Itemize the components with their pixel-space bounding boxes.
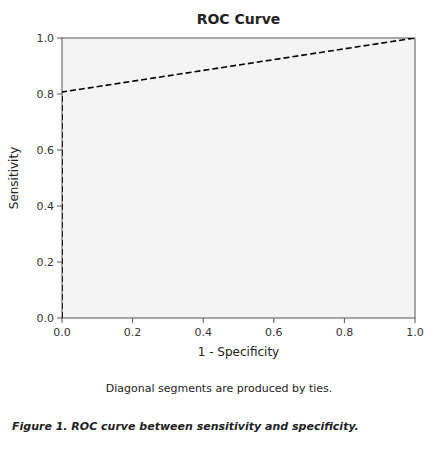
plot-area — [62, 38, 415, 318]
y-tick — [57, 94, 62, 95]
y-tick-label: 0.2 — [37, 256, 55, 269]
y-tick-label: 0.8 — [37, 88, 55, 101]
y-tick — [57, 206, 62, 207]
plot-frame — [62, 38, 415, 318]
y-tick-label: 0.6 — [37, 144, 55, 157]
x-tick — [203, 318, 204, 323]
x-tick — [62, 318, 63, 323]
y-tick-label: 0.0 — [37, 312, 55, 325]
x-tick — [273, 318, 274, 323]
caption: Figure 1. ROC curve between sensitivity … — [12, 420, 359, 433]
title: ROC Curve — [197, 11, 281, 27]
y-tick — [57, 38, 62, 39]
y-tick-label: 0.4 — [37, 200, 55, 213]
x-tick-label: 0.8 — [336, 326, 354, 339]
y-tick — [57, 262, 62, 263]
x-axis-label: 1 - Specificity — [198, 345, 279, 359]
x-tick-label: 0.6 — [265, 326, 283, 339]
y-axis-label: Sensitivity — [7, 147, 21, 209]
x-tick — [132, 318, 133, 323]
chart: 0.0 0.2 0.4 0.6 0.8 1.0 0.0 0.2 0.4 0.6 0.8 1.0 ROC … — [0, 0, 438, 449]
y-tick — [57, 150, 62, 151]
x-tick-label: 0.2 — [124, 326, 142, 339]
roc-line — [62, 38, 415, 318]
y-tick — [57, 318, 62, 319]
x-tick — [344, 318, 345, 323]
x-tick-label: 0.4 — [194, 326, 212, 339]
footnote: Diagonal segments are produced by ties. — [106, 382, 333, 395]
series-group — [62, 38, 415, 318]
x-tick-label: 1.0 — [406, 326, 424, 339]
y-tick-label: 1.0 — [37, 32, 55, 45]
x-tick — [415, 318, 416, 323]
x-tick-label: 0.0 — [53, 326, 71, 339]
